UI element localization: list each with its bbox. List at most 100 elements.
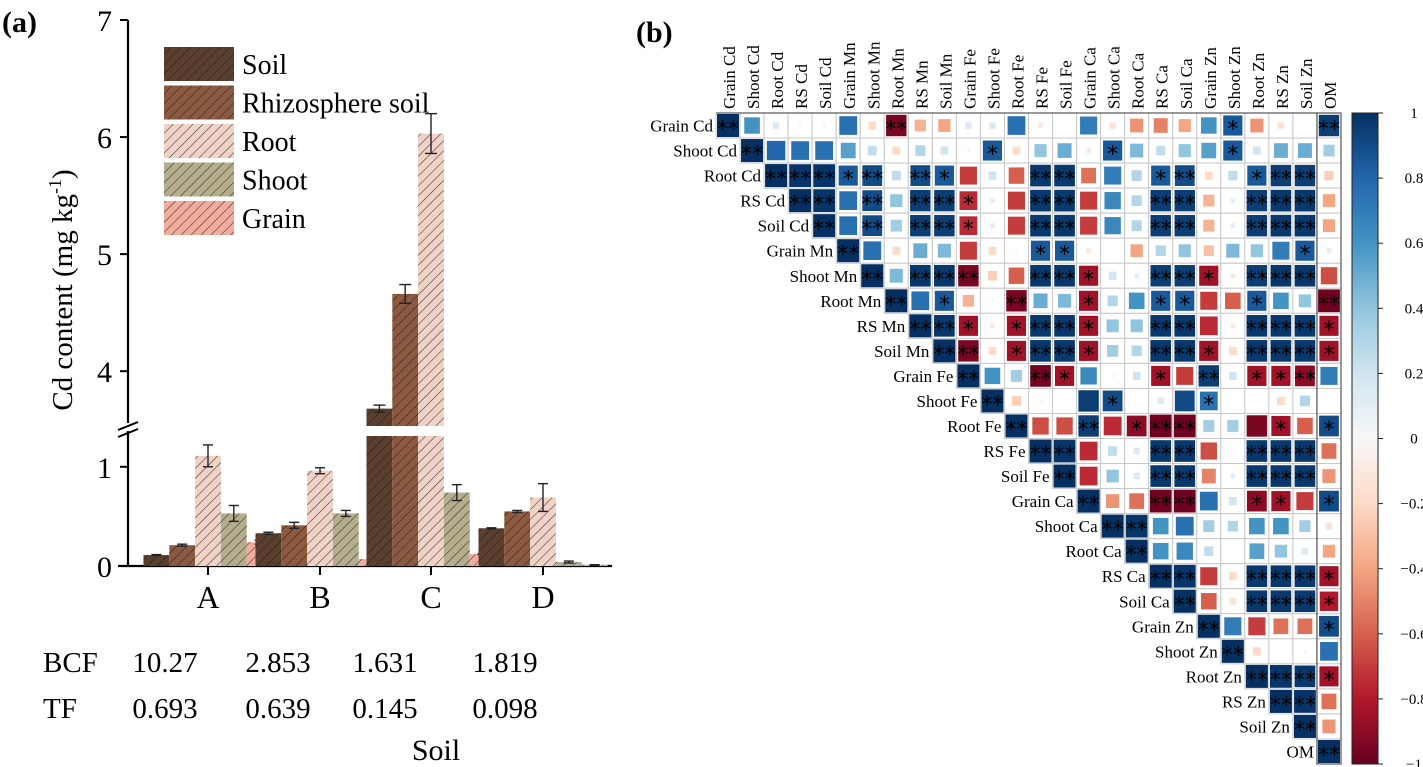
heatmap-cell — [1196, 112, 1222, 139]
cell-square — [1198, 315, 1219, 337]
heatmap-cell: ** — [1148, 312, 1174, 343]
row-label: RS Cd — [740, 192, 785, 211]
cell-square — [1125, 514, 1148, 538]
cell-square — [1300, 546, 1310, 556]
heatmap-cell — [1003, 262, 1030, 289]
significance-marker: ** — [1126, 543, 1148, 568]
heatmap-cell: ** — [835, 237, 861, 268]
heatmap-cell — [1076, 137, 1102, 164]
cell-square — [1078, 465, 1099, 487]
heatmap-cell: * — [955, 212, 981, 243]
heatmap-cell — [907, 112, 933, 139]
cell-square — [1053, 239, 1076, 262]
heatmap-cell: ** — [1268, 688, 1294, 718]
cell-square — [1294, 690, 1316, 713]
y-axis-label-superscript: -1 — [45, 179, 65, 194]
heatmap-cell: ** — [811, 162, 837, 193]
cell-square — [1317, 739, 1340, 763]
cell-square — [1078, 289, 1100, 312]
significance-marker: ** — [1174, 218, 1196, 243]
cell-square — [1149, 464, 1173, 488]
heatmap-cell — [979, 362, 1005, 389]
significance-marker: ** — [1174, 568, 1196, 593]
cell-square — [1154, 244, 1167, 258]
row-label: Root Zn — [1186, 667, 1243, 686]
x-tick-label: A — [196, 579, 219, 615]
significance-marker: ** — [789, 193, 811, 218]
significance-marker: ** — [813, 193, 835, 218]
significance-marker: ** — [1294, 318, 1316, 343]
cell-square — [989, 197, 996, 205]
cell-square — [1198, 390, 1219, 412]
cell-square — [1053, 188, 1076, 213]
heatmap-cell — [1076, 187, 1102, 214]
cell-square — [1248, 516, 1266, 536]
table-cell: 0.145 — [352, 693, 417, 725]
significance-marker: ** — [933, 218, 955, 243]
cell-square — [1111, 249, 1114, 252]
cell-square — [1294, 239, 1316, 262]
cell-square — [1173, 188, 1196, 213]
significance-marker: * — [1011, 343, 1022, 368]
cell-square — [909, 314, 932, 338]
heatmap-cell — [1244, 538, 1270, 565]
cell-square — [1324, 521, 1334, 531]
cell-square — [1276, 395, 1286, 407]
cell-square — [1005, 339, 1028, 362]
significance-marker: * — [1251, 168, 1262, 193]
cell-square — [889, 218, 903, 233]
significance-marker: ** — [813, 218, 835, 243]
significance-marker: ** — [1246, 218, 1268, 243]
significance-marker: ** — [1294, 693, 1316, 718]
heatmap-cell — [1148, 387, 1174, 414]
cell-square — [838, 190, 859, 211]
cell-square — [1085, 147, 1092, 155]
heatmap-cell: ** — [1268, 438, 1294, 468]
heatmap-cell — [1124, 387, 1150, 414]
heatmap-cell — [835, 212, 861, 239]
svg-text:Cd content (mg kg-1): Cd content (mg kg-1) — [45, 169, 79, 410]
cell-square — [1269, 188, 1293, 213]
heatmap-cell: ** — [1028, 438, 1054, 468]
significance-marker: * — [1083, 318, 1094, 343]
heatmap-cell — [1100, 412, 1126, 440]
cell-square — [1029, 163, 1052, 188]
heatmap-cell — [1148, 112, 1174, 139]
heatmap-cell: ** — [1148, 412, 1174, 443]
bar — [169, 543, 196, 566]
bar — [418, 112, 444, 566]
heatmap-cell — [1220, 513, 1246, 540]
row-label: Soil Zn — [1239, 717, 1290, 736]
heatmap-cell: ** — [1292, 563, 1318, 593]
heatmap-cell — [1076, 212, 1102, 239]
cell-square — [1173, 564, 1196, 588]
significance-marker: * — [1323, 343, 1334, 368]
cell-square — [1223, 616, 1243, 637]
heatmap-cell — [1172, 112, 1198, 139]
cell-square — [861, 189, 884, 213]
heatmap-cell: ** — [1172, 412, 1198, 443]
cell-square — [1246, 289, 1268, 312]
heatmap-cell — [1124, 212, 1150, 239]
cell-square — [1197, 614, 1220, 638]
heatmap-cell — [1244, 412, 1270, 440]
significance-marker: ** — [1270, 693, 1292, 718]
cell-square — [1295, 491, 1315, 512]
cell-square — [1005, 314, 1028, 337]
significance-marker: ** — [1270, 218, 1292, 243]
cell-square — [1149, 313, 1173, 338]
cell-square — [988, 121, 997, 130]
heatmap-cell — [1244, 638, 1270, 665]
significance-marker: ** — [1270, 443, 1292, 468]
bar-hatch — [478, 528, 505, 566]
heatmap-cell — [1003, 212, 1030, 239]
column-label: Grain Fe — [960, 49, 979, 109]
heatmap-cell — [1124, 287, 1150, 314]
heatmap-cell — [1292, 613, 1318, 640]
colorbar-tick-label: 0 — [1410, 432, 1418, 448]
cell-square — [1321, 718, 1337, 735]
heatmap-cell — [1196, 287, 1222, 314]
significance-marker: * — [1203, 393, 1214, 418]
cell-square — [1197, 364, 1221, 388]
cell-square — [1135, 399, 1138, 403]
